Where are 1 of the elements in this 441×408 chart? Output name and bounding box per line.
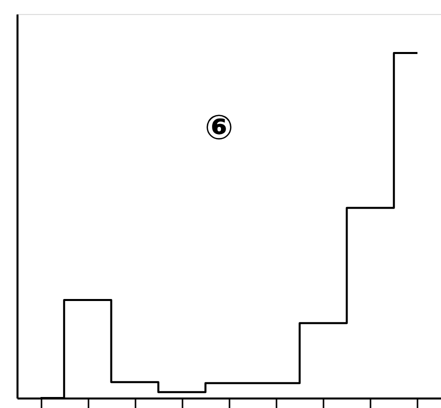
annotation: ⑥ <box>204 108 234 148</box>
